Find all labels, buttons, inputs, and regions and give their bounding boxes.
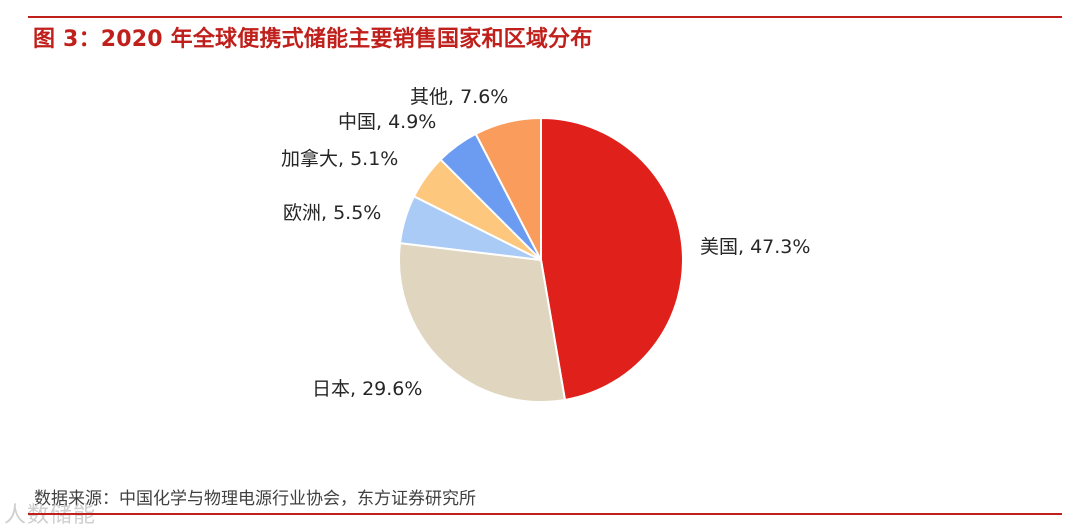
watermark: 人数储能 xyxy=(4,503,97,528)
pie-label-2: 欧洲, 5.5% xyxy=(283,202,381,224)
pie-label-0: 美国, 47.3% xyxy=(700,236,810,258)
pie-label-1: 日本, 29.6% xyxy=(312,378,422,400)
source-note: 数据来源：中国化学与物理电源行业协会，东方证券研究所 xyxy=(34,489,476,509)
pie-labels: 美国, 47.3% 日本, 29.6% 欧洲, 5.5% 加拿大, 5.1% 中国, 4… xyxy=(281,86,810,400)
pie-slices xyxy=(398,117,684,403)
pie-label-4: 中国, 4.9% xyxy=(338,111,436,133)
bottom-rule xyxy=(28,513,1062,515)
pie-slice-5 xyxy=(474,117,542,261)
pie-label-5: 其他, 7.6% xyxy=(410,86,508,108)
pie-slice-0 xyxy=(540,117,684,401)
figure-title: 图 3：2020 年全球便携式储能主要销售国家和区域分布 xyxy=(33,27,593,52)
pie-slice-1 xyxy=(398,242,566,403)
top-rule xyxy=(28,16,1062,18)
pie-label-3: 加拿大, 5.1% xyxy=(281,147,398,170)
